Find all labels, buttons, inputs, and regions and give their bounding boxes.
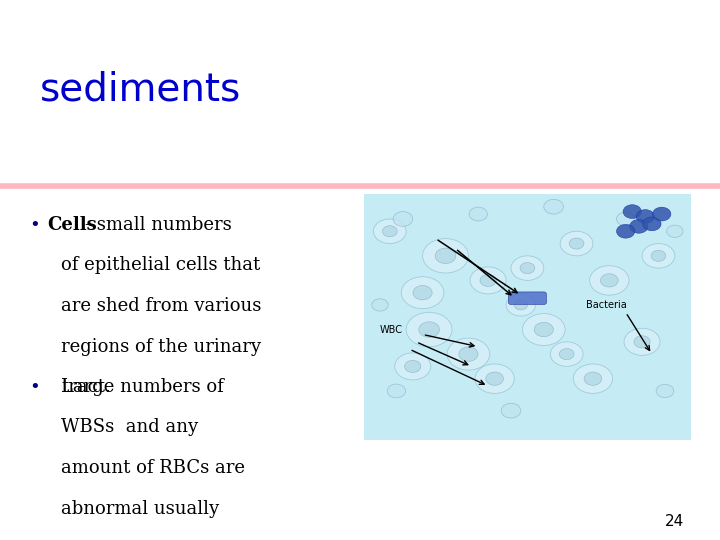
Circle shape: [667, 225, 683, 238]
Circle shape: [600, 274, 618, 287]
Circle shape: [560, 231, 593, 256]
Text: WBC: WBC: [380, 325, 403, 335]
FancyBboxPatch shape: [508, 292, 546, 305]
Circle shape: [584, 372, 602, 386]
Text: sediments: sediments: [40, 70, 241, 108]
Text: abnormal usually: abnormal usually: [61, 500, 220, 517]
Text: are shed from various: are shed from various: [61, 297, 261, 315]
Circle shape: [423, 239, 469, 273]
Circle shape: [382, 226, 397, 237]
Circle shape: [413, 286, 432, 300]
Text: amount of RBCs are: amount of RBCs are: [61, 459, 246, 477]
Circle shape: [374, 219, 406, 244]
Text: Large numbers of: Large numbers of: [61, 378, 224, 396]
Circle shape: [652, 207, 671, 221]
Circle shape: [459, 347, 478, 361]
Text: of epithelial cells that: of epithelial cells that: [61, 256, 261, 274]
Circle shape: [395, 353, 431, 380]
Circle shape: [629, 219, 648, 233]
Circle shape: [570, 238, 584, 249]
Text: •: •: [29, 378, 40, 396]
Text: - small numbers: - small numbers: [85, 216, 232, 234]
Text: regions of the urinary: regions of the urinary: [61, 338, 261, 355]
Circle shape: [636, 210, 654, 224]
Text: •: •: [29, 216, 40, 234]
Circle shape: [401, 276, 444, 309]
Circle shape: [523, 314, 565, 346]
Circle shape: [616, 212, 635, 226]
Circle shape: [372, 299, 388, 311]
Circle shape: [634, 336, 650, 348]
Circle shape: [534, 322, 554, 337]
Circle shape: [550, 342, 583, 366]
Circle shape: [419, 322, 439, 338]
Circle shape: [651, 251, 666, 261]
Circle shape: [447, 338, 490, 370]
Circle shape: [393, 212, 413, 226]
Circle shape: [435, 248, 456, 264]
Circle shape: [544, 199, 564, 214]
Circle shape: [469, 207, 487, 221]
Circle shape: [387, 384, 405, 398]
Circle shape: [624, 328, 660, 355]
Text: Bacteria: Bacteria: [586, 300, 627, 310]
Circle shape: [406, 312, 452, 347]
Circle shape: [573, 364, 613, 394]
Circle shape: [590, 266, 629, 295]
Circle shape: [559, 349, 574, 360]
Circle shape: [480, 274, 496, 287]
Circle shape: [405, 360, 421, 373]
Circle shape: [616, 225, 635, 238]
Text: tract.: tract.: [61, 378, 111, 396]
Text: WBSs  and any: WBSs and any: [61, 418, 198, 436]
Text: Cells: Cells: [47, 216, 96, 234]
Circle shape: [623, 205, 642, 219]
Circle shape: [520, 262, 535, 274]
Text: 24: 24: [665, 514, 684, 529]
Circle shape: [511, 256, 544, 280]
Circle shape: [475, 364, 514, 394]
Circle shape: [643, 217, 661, 231]
Circle shape: [501, 403, 521, 418]
Circle shape: [486, 372, 503, 386]
Circle shape: [506, 294, 536, 316]
Circle shape: [642, 244, 675, 268]
Circle shape: [656, 384, 674, 397]
Circle shape: [514, 300, 528, 310]
Circle shape: [470, 267, 506, 294]
